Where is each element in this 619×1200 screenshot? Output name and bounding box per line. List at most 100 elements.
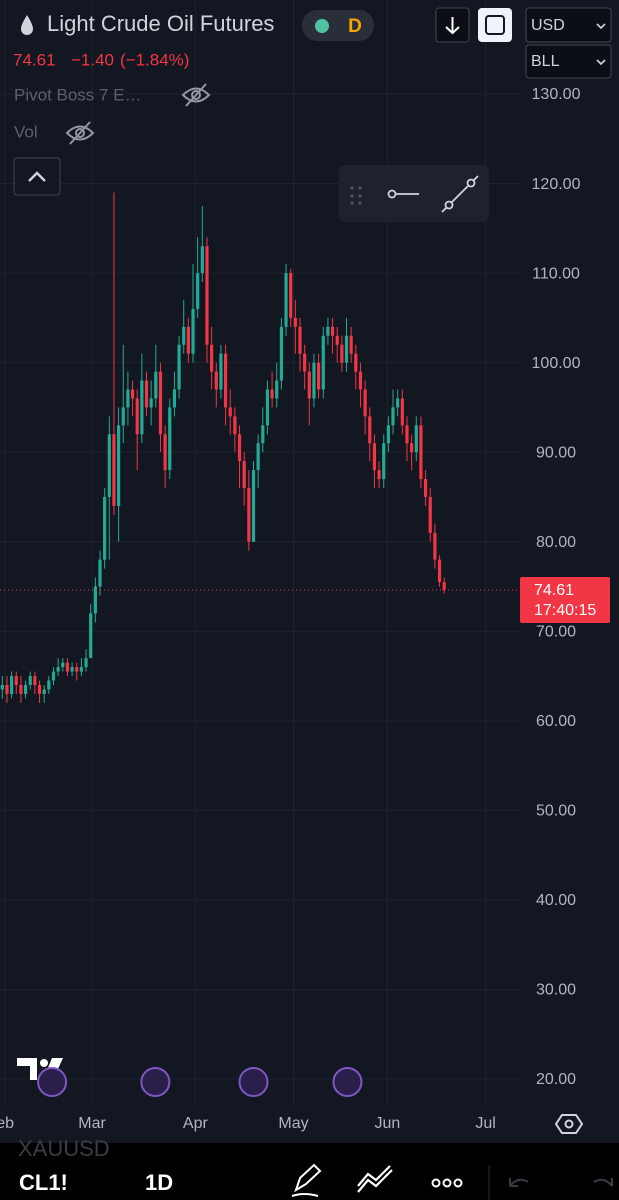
event-circle [332,1067,363,1097]
candle-body [14,676,18,686]
event-icon [238,1067,269,1097]
candle-body [103,496,107,560]
horizontal-line-tool[interactable] [387,189,420,199]
events [37,1067,363,1097]
candle-body [363,389,367,417]
price-change-pct: (−1.84%) [120,50,189,69]
volume-label[interactable]: Vol [14,122,38,141]
candle-body [126,389,130,408]
candle-body [293,317,297,327]
candle-body [75,667,79,672]
candle-body [19,685,23,694]
price-tag [520,577,610,623]
candle-body [140,380,144,435]
status-pill[interactable] [302,10,374,41]
candle-body [112,434,116,506]
candle-body [172,389,177,408]
candle-body [10,676,14,694]
candle-body [372,443,377,471]
indicators-button[interactable] [357,1165,393,1193]
candle-body [382,443,386,480]
candle-body [414,425,418,453]
candle-body [70,667,74,672]
candle-body [303,353,307,372]
candle-body [177,344,181,390]
candle-body [219,353,223,390]
candle-body [298,326,302,354]
currency-select[interactable] [525,7,612,43]
candle-body [28,676,32,686]
candle-body [158,371,163,435]
hidden-eye-icon[interactable] [181,83,211,107]
candle-body [79,667,83,672]
drag-handle[interactable] [350,186,362,205]
compare-button[interactable] [478,8,512,42]
candle-body [442,582,446,590]
candle-body [321,335,325,390]
trend-line-tool[interactable] [441,175,479,213]
hidden-eye-icon[interactable] [65,121,95,145]
bottom-bar [0,1143,619,1200]
candle-body [256,443,260,471]
candle-body [368,416,372,444]
candle-body [428,496,432,533]
collapse-button[interactable] [13,157,61,196]
settings-button[interactable] [554,1114,584,1134]
candle-body [270,389,274,399]
candle-body [0,685,4,690]
candle-body [121,407,125,426]
candle-body [437,559,442,583]
candle-body [214,371,218,390]
symbol-title[interactable]: Light Crude Oil Futures [47,11,274,36]
candle-body [233,416,237,435]
unit-select[interactable] [525,44,612,79]
candle-body [261,425,265,444]
event-circle [238,1067,269,1097]
y-tick-label: 20.00 [536,1071,576,1088]
candle-body [51,671,56,681]
event-circle [37,1067,68,1097]
y-tick-label: 30.00 [536,982,576,999]
candle-body [419,425,423,480]
y-tick-label: 80.00 [536,534,576,551]
candle-body [284,273,288,327]
candle-body [423,479,428,497]
candle-body [117,425,121,506]
compare-icon [485,15,505,35]
unit: BLL [531,53,560,70]
candle-body [42,689,46,694]
candle-body [149,398,153,408]
price-tag-countdown: 17:40:15 [534,602,596,619]
y-tick-label: 60.00 [536,713,576,730]
interval-button[interactable]: 1D [145,1170,173,1195]
draw-button[interactable] [291,1163,322,1197]
candle-body [168,407,172,471]
candle-body [56,667,60,672]
y-tick-label: 50.00 [536,803,576,820]
candle-body [144,380,149,408]
candle-body [289,273,293,318]
candle-body [247,488,251,542]
candle-body [377,470,381,480]
candle-body [107,434,111,497]
y-tick-label: 100.00 [532,355,581,372]
candle-body [279,326,283,381]
candle-body [191,308,195,354]
candle-body [182,326,186,345]
price-change: −1.40 [71,50,114,69]
candle-body [65,662,70,672]
candle-body [358,371,363,390]
undo-button[interactable] [509,1178,529,1187]
symbol-button[interactable]: CL1! [19,1170,68,1195]
y-tick-label: 110.00 [532,265,580,282]
redo-button[interactable] [593,1178,613,1187]
candle-body [61,662,65,668]
candle-body [89,613,93,659]
indicator-label[interactable]: Pivot Boss 7 E… [14,85,142,104]
more-button[interactable] [431,1178,463,1188]
candle-body [344,335,349,363]
candle-body [205,246,209,345]
chevron [596,23,606,30]
candle-body [391,407,395,426]
